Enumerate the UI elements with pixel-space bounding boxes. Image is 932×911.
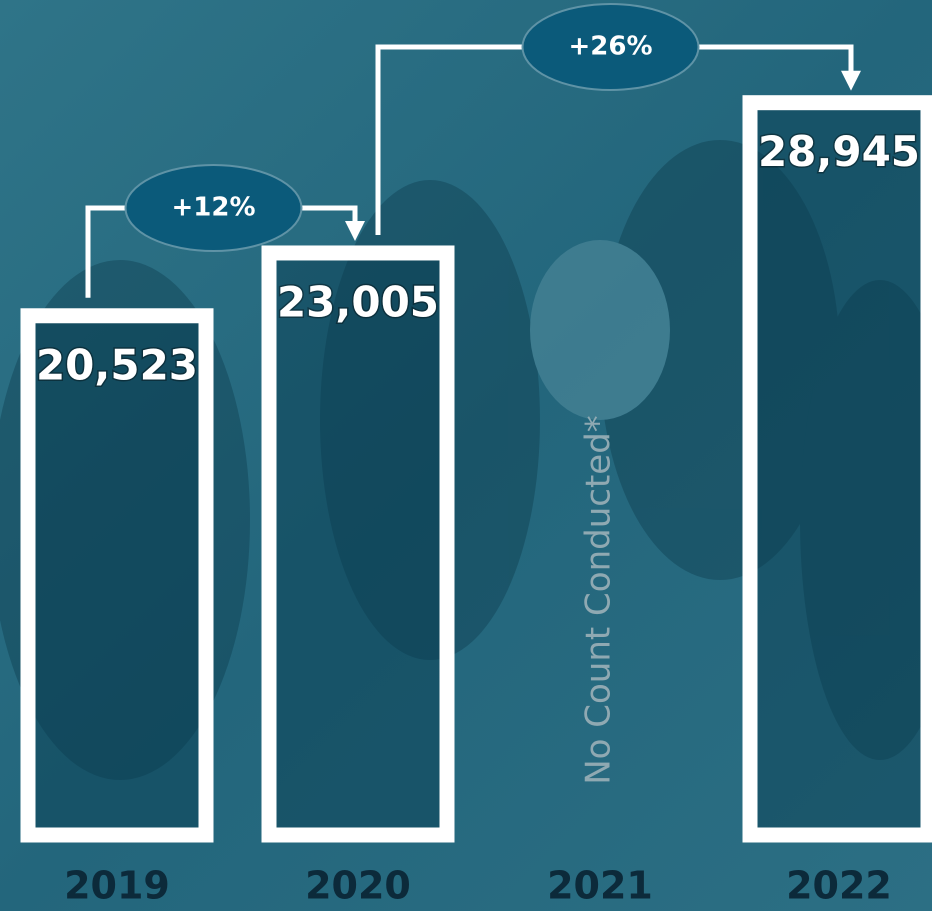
missing-note: No Count Conducted* [579,415,619,785]
x-tick-label: 2022 [786,864,892,908]
value-label: 20,523 [36,340,198,389]
change-label: +26% [568,32,652,62]
bar [261,245,455,843]
bar [20,308,214,843]
bar [742,95,932,843]
change-label: +12% [171,193,255,223]
x-tick-label: 2019 [64,864,170,908]
change-bubble [124,164,303,252]
x-tick-label: 2021 [547,864,653,908]
change-bubble [521,3,700,91]
x-tick-label: 2020 [305,864,411,908]
plot-area: 2019 20,523 2020 23,005 2021 No Count Conduct… [20,3,932,908]
value-label: 28,945 [758,127,920,176]
value-label: 23,005 [277,277,439,326]
background-figures [0,140,932,780]
